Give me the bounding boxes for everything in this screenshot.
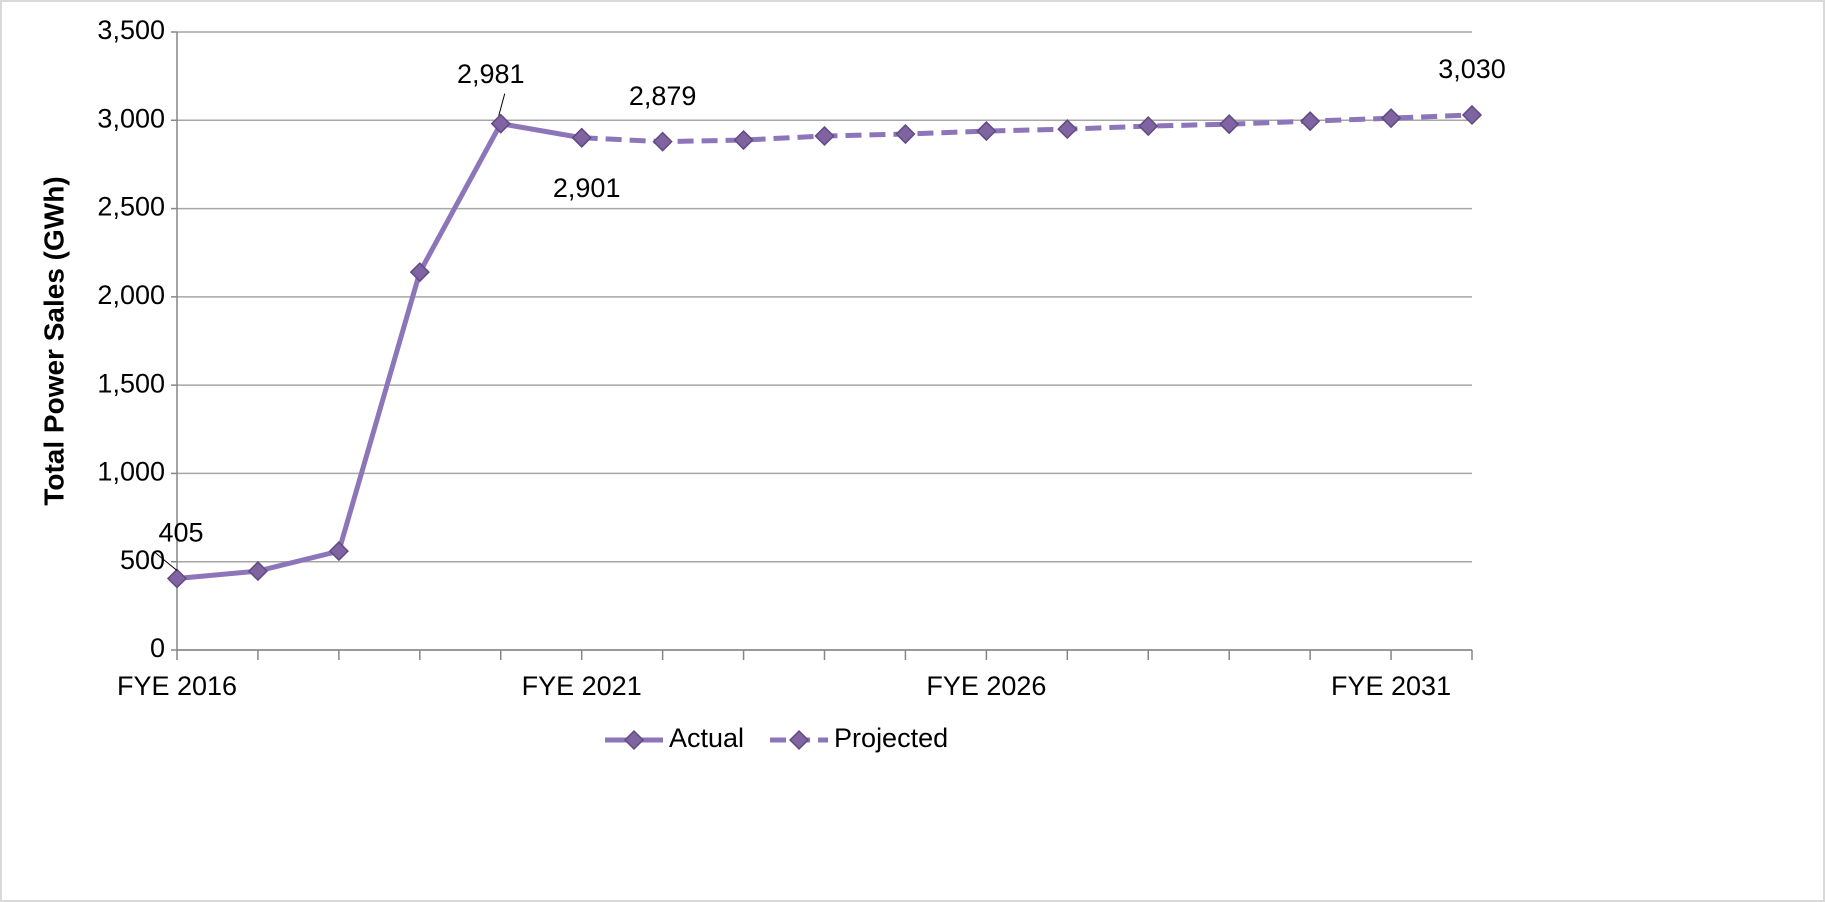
marker [976,120,997,142]
marker [166,568,188,589]
x-tick-label: FYE 2031 [1331,671,1451,701]
marker [571,127,592,148]
marker [1138,116,1159,137]
data-label: 2,901 [553,173,621,203]
y-tick-label: 3,500 [97,15,165,45]
y-tick-label: 0 [150,633,165,663]
data-label: 3,030 [1438,54,1506,84]
legend-label: Projected [834,723,948,753]
marker [1300,111,1321,132]
marker [652,131,673,152]
leader-line [154,552,178,571]
leader-line [498,93,506,116]
series-line [176,120,583,581]
y-tick-label: 1,000 [97,457,165,487]
marker [1461,104,1483,126]
legend-label: Actual [669,723,744,753]
x-tick-label: FYE 2021 [522,671,642,701]
y-axis-label: Total Power Sales (GWh) [38,176,69,505]
y-tick-label: 500 [120,545,165,575]
marker [895,123,916,145]
x-tick-label: FYE 2026 [926,671,1046,701]
marker [247,561,268,582]
legend-marker [788,729,810,751]
marker [814,125,835,147]
data-label: 2,879 [629,81,697,111]
series-line [581,112,1473,145]
legend-marker [623,729,645,751]
x-tick-label: FYE 2016 [117,671,237,701]
y-tick-label: 3,000 [97,103,165,133]
marker [1380,108,1402,129]
marker [1057,119,1078,140]
marker [490,113,511,134]
marker [733,130,754,151]
y-tick-label: 1,500 [97,368,165,398]
marker [1219,114,1240,135]
y-tick-label: 2,000 [97,280,165,310]
marker [328,541,349,562]
data-label: 2,981 [457,59,525,89]
data-label: 405 [158,518,203,548]
y-tick-label: 2,500 [97,192,165,222]
marker [409,262,430,283]
